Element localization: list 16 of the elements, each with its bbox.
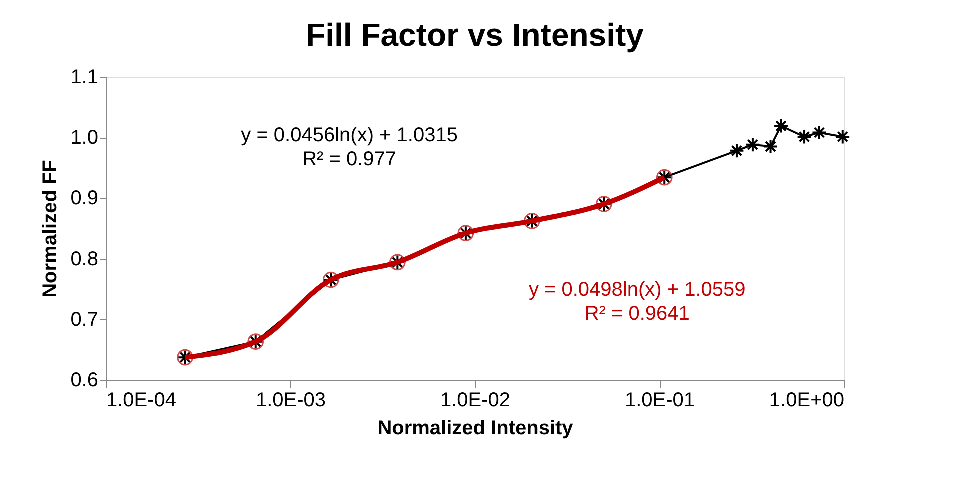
y-axis-title: Normalized FF — [40, 160, 62, 298]
y-tick-label: 0.9 — [70, 188, 98, 210]
y-tick-label: 0.8 — [70, 248, 98, 270]
y-tick-label: 1.0 — [70, 127, 98, 150]
x-tick-label: 1.0E-01 — [624, 390, 696, 412]
y-tick-label: 0.7 — [70, 308, 98, 331]
annotation: y = 0.0456ln(x) + 1.0315 R² = 0.977 — [241, 124, 458, 170]
y-tick-label: 1.1 — [70, 66, 98, 88]
annotation: y = 0.0498ln(x) + 1.0559 R² = 0.9641 — [528, 279, 746, 326]
chart-title: Fill Factor vs Intensity — [306, 17, 644, 53]
y-tick-label: 0.6 — [70, 370, 98, 392]
x-axis-title: Normalized Intensity — [378, 418, 574, 440]
x-tick-label: 1.0E-04 — [106, 390, 177, 412]
x-tick-label: 1.0E+00 — [769, 390, 844, 412]
x-tick-label: 1.0E-02 — [440, 390, 511, 412]
x-tick-label: 1.0E-03 — [256, 390, 326, 412]
